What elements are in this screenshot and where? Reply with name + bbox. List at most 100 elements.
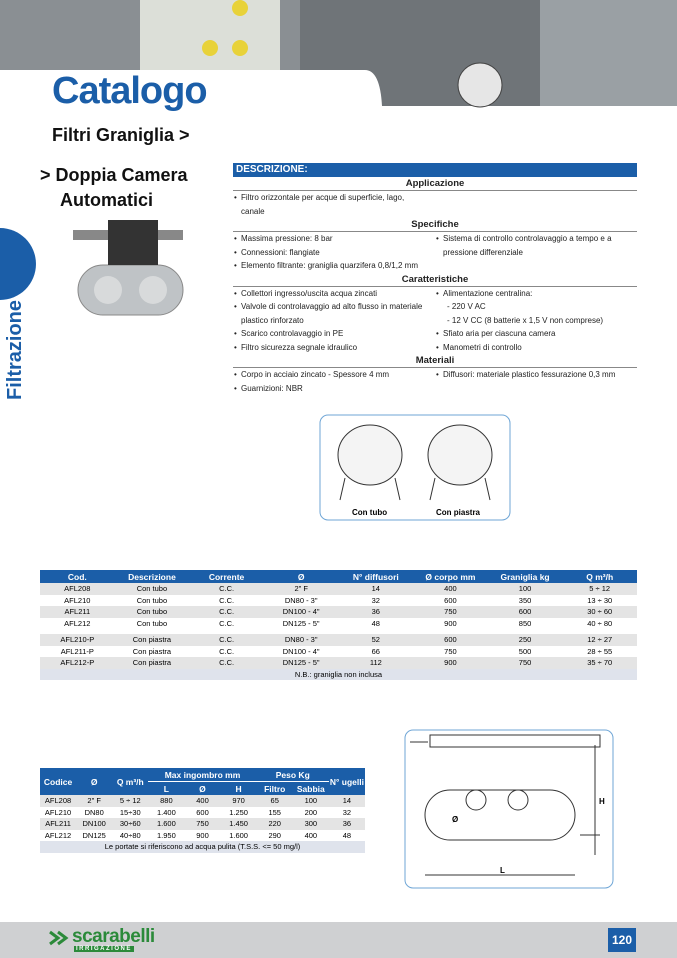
column: Diffusori: materiale plastico fessurazio… (435, 368, 637, 395)
cell: 750 (444, 646, 457, 656)
cell: 400 (304, 830, 318, 840)
column: Collettori ingresso/uscita acqua zincati… (233, 287, 435, 355)
cell: 900 (413, 657, 488, 669)
cell: 600 (413, 634, 488, 646)
sub-item: - 12 V CC (8 batterie x 1,5 V non compre… (447, 315, 604, 325)
cell: 5 ÷ 12 (112, 795, 149, 807)
product-line: > Doppia Camera (40, 165, 188, 185)
cell: AFL211 (40, 606, 115, 618)
header-cell: Q m³/h (112, 768, 149, 795)
cell: C.C. (189, 657, 264, 669)
note: N.B.: graniglia non inclusa (40, 668, 637, 680)
cell: 850 (518, 618, 532, 628)
cell: 40 ÷ 80 (587, 618, 613, 628)
bullet-item: Filtro sicurezza segnale idraulico (233, 341, 429, 355)
diagram-label: Ø (452, 815, 459, 824)
cell: 35 ÷ 70 (562, 657, 637, 669)
header-cell: Corrente (189, 570, 264, 583)
logo-sub: IRRIGAZIONE (74, 946, 134, 952)
cell: 290 (268, 830, 281, 840)
cell: 1.600 (229, 830, 248, 840)
cell: AFL212 (64, 618, 91, 628)
cell: DN125 - 5" (282, 618, 320, 628)
column: Alimentazione centralina:- 220 V AC - 12 … (435, 287, 637, 355)
section-columns: Corpo in acciaio zincato - Spessore 4 mm… (233, 368, 637, 395)
description-title: DESCRIZIONE: (233, 163, 637, 177)
cell: 40÷80 (119, 830, 141, 840)
cell: 970 (220, 795, 257, 807)
cell: 2" F (76, 795, 113, 807)
cell: 13 ÷ 30 (587, 595, 613, 605)
cell: DN80 (84, 807, 104, 817)
cell: 750 (487, 657, 563, 669)
bullet-item: Sfiato aria per ciascuna camera (435, 327, 631, 341)
row: AFL211 Con tubo C.C. DN100 - 4" 36 750 600 30 ÷… (40, 606, 637, 618)
bullet-item: Guarnizioni: NBR (233, 382, 429, 396)
cell: 1.250 (229, 807, 248, 817)
cell: 1.450 (220, 818, 257, 830)
cell: Con tubo (136, 595, 168, 605)
header-cell: N° diffusori (338, 570, 414, 583)
row: AFL212 DN125 40÷80 1.950 900 1.600 290 400 48 (40, 830, 365, 842)
bullet-item: Massima pressione: 8 bar (233, 232, 429, 246)
header-cell: Filtro (256, 781, 293, 795)
row: AFL210-P Con piastra C.C. DN80 - 3" 52 600 250… (40, 634, 637, 646)
bullet-item: Diffusori: materiale plastico fessurazio… (435, 368, 631, 382)
cell: AFL210-P (40, 634, 115, 646)
cell: 100 (292, 795, 329, 807)
cell: Con piastra (114, 634, 190, 646)
row: AFL211-P Con piastra C.C. DN100 - 4" 66 750 50… (40, 646, 637, 658)
cell: DN100 (76, 818, 113, 830)
bullet-item: Elemento filtrante: graniglia quarzifera… (233, 259, 429, 273)
cell: Con tubo (136, 618, 168, 628)
column: Sistema di controllo controlavaggio a te… (435, 232, 637, 273)
logo: scarabelli (72, 926, 155, 947)
cell: 220 (256, 818, 293, 830)
cell: DN100 - 4" (282, 646, 320, 656)
table-dimensions: Codice Ø Q m³/h Max ingombro mm Peso Kg N° ug… (40, 768, 365, 853)
product: > Doppia Camera Automatici (40, 163, 188, 213)
section-columns: Filtro orizzontale per acque di superfic… (233, 191, 637, 218)
cell: 5 ÷ 12 (562, 583, 637, 595)
cell: 300 (292, 818, 329, 830)
header-row: Codice Ø Q m³/h Max ingombro mm Peso Kg N° ug… (40, 768, 365, 795)
cell: AFL210 (64, 595, 91, 605)
cell: 2" F (263, 583, 339, 595)
cell: 112 (338, 657, 414, 669)
cell: 600 (444, 595, 457, 605)
section-heading: Caratteristiche (233, 273, 637, 287)
cell: DN80 - 3" (263, 634, 339, 646)
bullet-item: Corpo in acciaio zincato - Spessore 4 mm (233, 368, 429, 382)
cell: C.C. (219, 595, 235, 605)
caption: Con tubo (352, 508, 388, 517)
row: AFL212-P Con piastra C.C. DN125 - 5" 112 900 7… (40, 657, 637, 669)
cell: C.C. (189, 634, 264, 646)
header-cell: Q m³/h (562, 570, 637, 583)
cell: 14 (328, 795, 365, 807)
title: Catalogo (52, 70, 208, 112)
cell: 36 (328, 818, 365, 830)
product-photo (73, 220, 184, 316)
page-number: 120 (611, 933, 633, 947)
cell: 500 (518, 646, 532, 656)
bullet-item: Sistema di controllo controlavaggio a te… (435, 232, 631, 259)
cell: AFL210 (44, 807, 72, 817)
cell: 880 (148, 795, 185, 807)
cell: 30 ÷ 60 (562, 606, 637, 618)
cell: 750 (413, 606, 488, 618)
description: DESCRIZIONE: ApplicazioneFiltro orizzont… (233, 163, 637, 395)
bullet-item: Scarico controlavaggio in PE (233, 327, 429, 341)
column: Corpo in acciaio zincato - Spessore 4 mm… (233, 368, 435, 395)
cell: 48 (342, 830, 352, 840)
cell: 32 (371, 595, 380, 605)
cell: C.C. (219, 646, 235, 656)
cell: 66 (371, 646, 380, 656)
bullet-item: Connessioni: flangiate (233, 246, 429, 260)
section-heading: Specifiche (233, 218, 637, 232)
cell: 400 (413, 583, 488, 595)
bullet-item: Manometri di controllo (435, 341, 631, 355)
cell: Con tubo (114, 606, 190, 618)
